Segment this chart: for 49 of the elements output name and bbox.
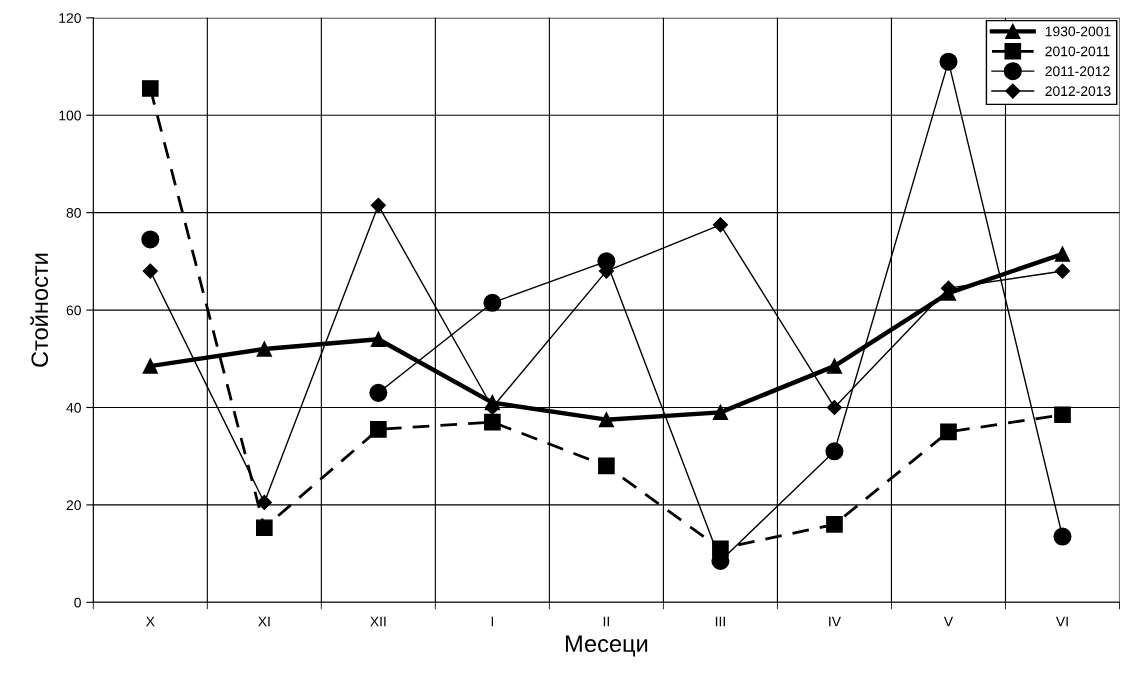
x-tick-label: VI — [1055, 616, 1068, 627]
point — [256, 341, 272, 357]
x-tick-label: XII — [370, 616, 386, 627]
point — [598, 412, 615, 428]
x-tick-label: IV — [829, 616, 841, 627]
point — [1054, 263, 1071, 279]
point — [142, 263, 158, 279]
point — [826, 399, 843, 416]
point — [255, 519, 273, 537]
legend-label: 2012-2013 — [1045, 86, 1111, 97]
y-tick-label: 60 — [66, 305, 81, 316]
point — [370, 331, 386, 347]
x-axis-title: Месеци — [565, 635, 648, 657]
point — [142, 358, 158, 374]
point — [141, 230, 160, 249]
point — [484, 413, 501, 431]
x-tick-label: XI — [258, 616, 270, 627]
point — [256, 494, 272, 511]
point — [939, 52, 958, 71]
point — [940, 423, 957, 441]
point — [369, 383, 388, 402]
point — [370, 421, 387, 438]
x-tick-label: V — [943, 616, 954, 627]
point — [712, 217, 728, 233]
legend-label: 2011-2012 — [1045, 66, 1110, 77]
point — [141, 80, 159, 97]
y-tick-label: 100 — [59, 110, 81, 121]
x-tick-label: I — [491, 616, 494, 627]
point — [1054, 406, 1071, 424]
x-tick-label: X — [145, 616, 155, 627]
y-tick-label: 20 — [66, 500, 81, 511]
y-tick-label: 80 — [66, 207, 81, 218]
point — [826, 358, 843, 374]
point — [825, 442, 844, 461]
point — [712, 404, 729, 420]
point — [370, 197, 386, 213]
y-axis-title: Стойности — [30, 253, 49, 367]
point — [598, 457, 615, 475]
point — [826, 516, 843, 533]
legend-label: 2010-2011 — [1045, 46, 1110, 57]
point — [1054, 246, 1071, 262]
point — [483, 293, 502, 312]
x-tick-label: III — [715, 616, 725, 627]
y-tick-label: 120 — [59, 13, 81, 24]
y-tick-label: 40 — [66, 402, 81, 413]
legend-label: 1930-2001 — [1045, 26, 1111, 37]
point — [1053, 527, 1072, 546]
x-tick-label: II — [603, 616, 609, 627]
y-tick-label: 0 — [74, 597, 81, 608]
